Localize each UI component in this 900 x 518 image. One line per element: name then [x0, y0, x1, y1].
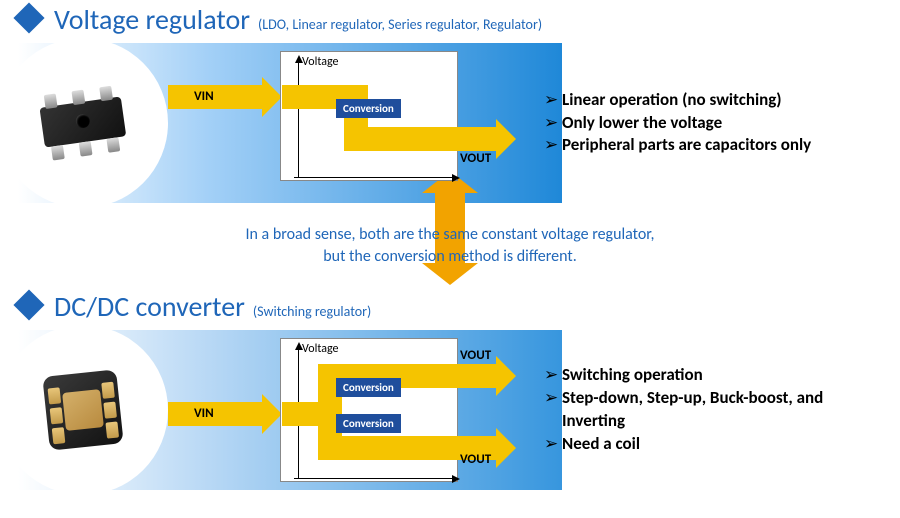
diamond-icon [13, 289, 44, 320]
middle-connector: In a broad sense, both are the same cons… [0, 203, 900, 289]
bullet-item: Linear operation (no switching) [544, 89, 882, 112]
bullet-item: Step-down, Step-up, Buck-boost, and Inve… [544, 387, 882, 433]
bottom-title-row: DC/DC converter (Switching regulator) [0, 289, 900, 330]
bottom-flow-diagram: VIN Voltage Conversion Conversion VOUT V… [168, 330, 528, 490]
vout-label: VOUT [460, 348, 491, 363]
conversion-badge: Conversion [336, 414, 401, 433]
bullet-item: Need a coil [544, 433, 882, 456]
chip-image-container [0, 325, 168, 495]
qfn-chip-icon [34, 361, 133, 460]
middle-text-line2: but the conversion method is different. [323, 246, 576, 268]
voltage-axis-label: Voltage [302, 342, 339, 356]
top-panel: VIN Voltage Conversion VOUT Linear opera… [18, 43, 882, 203]
bullet-item: Peripheral parts are capacitors only [544, 134, 882, 157]
conversion-badge: Conversion [336, 99, 401, 118]
bottom-subtitle: (Switching regulator) [253, 303, 371, 320]
chip-image-container [0, 38, 168, 208]
top-bullets: Linear operation (no switching) Only low… [528, 89, 882, 158]
top-flow-diagram: VIN Voltage Conversion VOUT [168, 43, 528, 203]
bottom-bullets: Switching operation Step-down, Step-up, … [528, 364, 882, 456]
middle-text-line1: In a broad sense, both are the same cons… [246, 224, 655, 246]
top-title: Voltage regulator [54, 2, 250, 37]
top-title-row: Voltage regulator (LDO, Linear regulator… [0, 0, 900, 43]
sot-chip-icon [24, 85, 142, 162]
bottom-title: DC/DC converter [54, 289, 245, 324]
bottom-panel: VIN Voltage Conversion Conversion VOUT V… [18, 330, 882, 490]
diamond-icon [13, 2, 44, 33]
conversion-badge: Conversion [336, 378, 401, 397]
vout-label: VOUT [460, 452, 491, 467]
bullet-item: Switching operation [544, 364, 882, 387]
voltage-axis-label: Voltage [302, 55, 339, 69]
bullet-item: Only lower the voltage [544, 112, 882, 135]
vin-label: VIN [194, 406, 214, 421]
top-subtitle: (LDO, Linear regulator, Series regulator… [258, 16, 542, 33]
vin-label: VIN [194, 89, 214, 104]
vout-label: VOUT [460, 151, 491, 166]
